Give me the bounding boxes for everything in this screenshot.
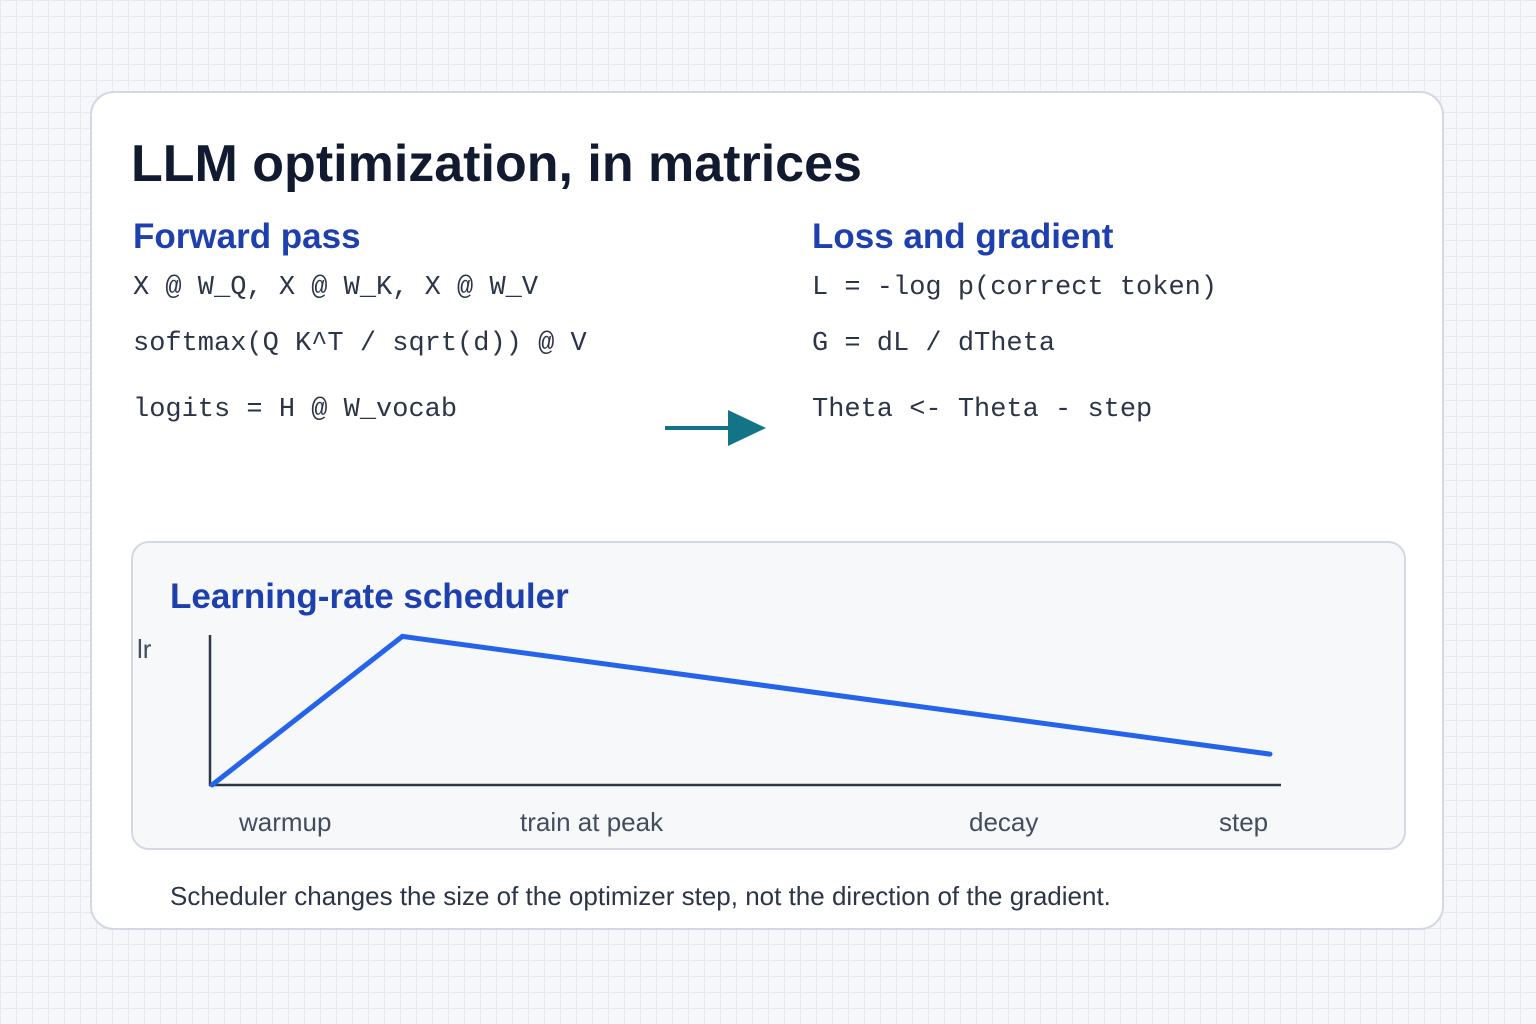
forward-pass-heading: Forward pass [133,217,361,256]
forward-line-2: softmax(Q K^T / sqrt(d)) @ V [133,329,587,359]
loss-line-1: L = -log p(correct token) [812,273,1218,303]
caption: Scheduler changes the size of the optimi… [170,881,1111,911]
forward-line-3: logits = H @ W_vocab [133,395,458,425]
page-title: LLM optimization, in matrices [131,135,862,193]
right-arrow-icon [665,410,766,446]
loss-gradient-heading: Loss and gradient [812,217,1114,256]
loss-line-3: Theta <- Theta - step [812,395,1153,425]
scheduler-heading: Learning-rate scheduler [170,577,569,616]
loss-line-2: G = dL / dTheta [812,329,1056,359]
forward-line-1: X @ W_Q, X @ W_K, X @ W_V [133,273,539,303]
